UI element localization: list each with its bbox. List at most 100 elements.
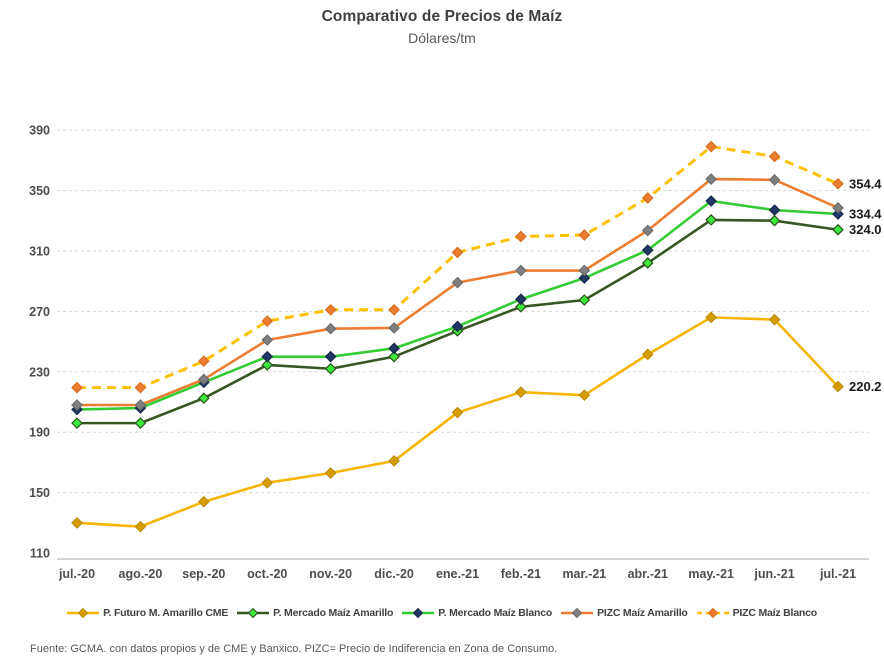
- y-tick-label: 230: [29, 365, 50, 379]
- x-tick-label: jul.-21: [819, 567, 856, 581]
- x-tick-label: abr.-21: [628, 567, 668, 581]
- series-line-3: [76, 199, 839, 411]
- x-tick-label: feb.-21: [501, 567, 541, 581]
- data-point-marker: [451, 406, 464, 419]
- data-point-marker: [261, 476, 274, 489]
- data-point-marker: [451, 246, 464, 259]
- legend-marker-icon: [402, 607, 435, 619]
- legend-marker-icon: [67, 607, 100, 619]
- data-point-marker: [197, 495, 210, 508]
- legend-item-1: P. Futuro M. Amarillo CME: [67, 607, 228, 619]
- data-point-marker: [832, 208, 844, 220]
- data-point-marker: [134, 381, 147, 394]
- data-point-marker: [578, 264, 591, 277]
- x-tick-label: dic.-20: [374, 567, 414, 581]
- data-point-marker: [641, 257, 654, 269]
- data-point-marker: [71, 517, 83, 529]
- data-point-marker: [388, 342, 400, 355]
- data-point-marker: [705, 140, 718, 153]
- y-tick-label: 270: [29, 305, 50, 319]
- data-point-marker: [388, 303, 400, 316]
- x-tick-label: mar.-21: [562, 567, 606, 581]
- data-point-marker: [768, 214, 781, 227]
- y-tick-label: 310: [29, 244, 50, 258]
- data-point-marker: [705, 311, 718, 324]
- x-tick-label: ene.-21: [436, 567, 479, 581]
- data-point-marker: [832, 177, 844, 190]
- data-point-marker: [768, 174, 781, 186]
- chart-legend: P. Futuro M. Amarillo CME P. Mercado Maíz…: [0, 607, 884, 619]
- end-value-label: 324.0: [849, 222, 882, 237]
- x-tick-label: sep.-20: [182, 567, 225, 581]
- data-point-marker: [832, 223, 844, 236]
- data-point-marker: [641, 224, 654, 237]
- data-point-marker: [641, 348, 654, 361]
- data-point-marker: [515, 264, 527, 277]
- data-point-marker: [578, 294, 591, 306]
- data-point-marker: [515, 293, 527, 306]
- data-point-marker: [134, 399, 147, 411]
- data-point-marker: [261, 350, 274, 363]
- data-point-marker: [705, 214, 718, 226]
- data-point-marker: [641, 192, 654, 204]
- legend-marker-icon: [237, 607, 270, 619]
- data-point-marker: [324, 467, 337, 479]
- data-point-marker: [768, 313, 781, 326]
- data-point-marker: [71, 381, 83, 394]
- series-line-4: [77, 177, 839, 407]
- data-point-marker: [71, 417, 83, 429]
- x-tick-label: jul.-20: [58, 567, 95, 581]
- data-point-marker: [832, 380, 844, 393]
- y-tick-label: 190: [29, 426, 50, 440]
- x-tick-label: ago.-20: [119, 567, 163, 581]
- legend-item-4: PIZC Maíz Amarillo: [561, 607, 688, 619]
- data-point-marker: [388, 322, 400, 334]
- legend-item-5: PIZC Maíz Blanco: [696, 607, 817, 619]
- end-value-label: 354.4: [849, 176, 882, 191]
- legend-label: PIZC Maíz Amarillo: [597, 607, 688, 619]
- data-point-marker: [388, 350, 400, 363]
- data-point-marker: [261, 315, 274, 327]
- data-point-marker: [515, 230, 527, 243]
- data-point-marker: [197, 355, 210, 368]
- y-tick-label: 350: [29, 184, 50, 198]
- x-tick-label: oct.-20: [247, 567, 287, 581]
- data-point-marker: [768, 150, 781, 163]
- data-point-marker: [388, 455, 400, 467]
- source-note: Fuente: GCMA. con datos propios y de CME…: [30, 643, 558, 655]
- data-point-marker: [768, 204, 781, 216]
- data-point-marker: [261, 334, 274, 346]
- x-tick-label: nov.-20: [309, 567, 352, 581]
- y-tick-label: 390: [29, 124, 50, 138]
- data-point-marker: [261, 359, 274, 371]
- data-point-marker: [515, 300, 527, 313]
- data-point-marker: [71, 399, 83, 411]
- end-value-label: 220.2: [849, 379, 882, 394]
- data-point-marker: [324, 303, 337, 316]
- legend-label: P. Mercado Maíz Blanco: [438, 607, 553, 619]
- data-point-marker: [197, 392, 210, 405]
- price-comparison-line-chart: 110 150 190 230 270 310 350 390 jul.-20 ago.-20 se…: [29, 124, 882, 582]
- data-point-marker: [578, 389, 591, 402]
- data-point-marker: [134, 520, 147, 533]
- data-point-marker: [324, 362, 337, 375]
- legend-label: P. Futuro M. Amarillo CME: [103, 607, 229, 619]
- data-point-marker: [324, 350, 337, 363]
- series-line-1: [76, 316, 839, 528]
- chart-subtitle: Dólares/tm: [408, 30, 476, 46]
- legend-item-2: P. Mercado Maíz Amarillo: [237, 607, 393, 619]
- data-point-marker: [578, 229, 591, 241]
- data-point-marker: [134, 417, 147, 429]
- end-value-label: 334.4: [849, 207, 882, 222]
- data-point-marker: [324, 322, 337, 335]
- x-tick-label: may.-21: [688, 567, 734, 581]
- data-point-marker: [705, 195, 718, 207]
- data-point-marker: [832, 201, 844, 214]
- x-tick-label: jun.-21: [753, 567, 794, 581]
- y-tick-label: 150: [29, 486, 50, 500]
- legend-marker-icon: [561, 607, 594, 619]
- data-point-marker: [641, 244, 654, 256]
- data-point-marker: [515, 386, 527, 399]
- data-point-marker: [705, 173, 718, 185]
